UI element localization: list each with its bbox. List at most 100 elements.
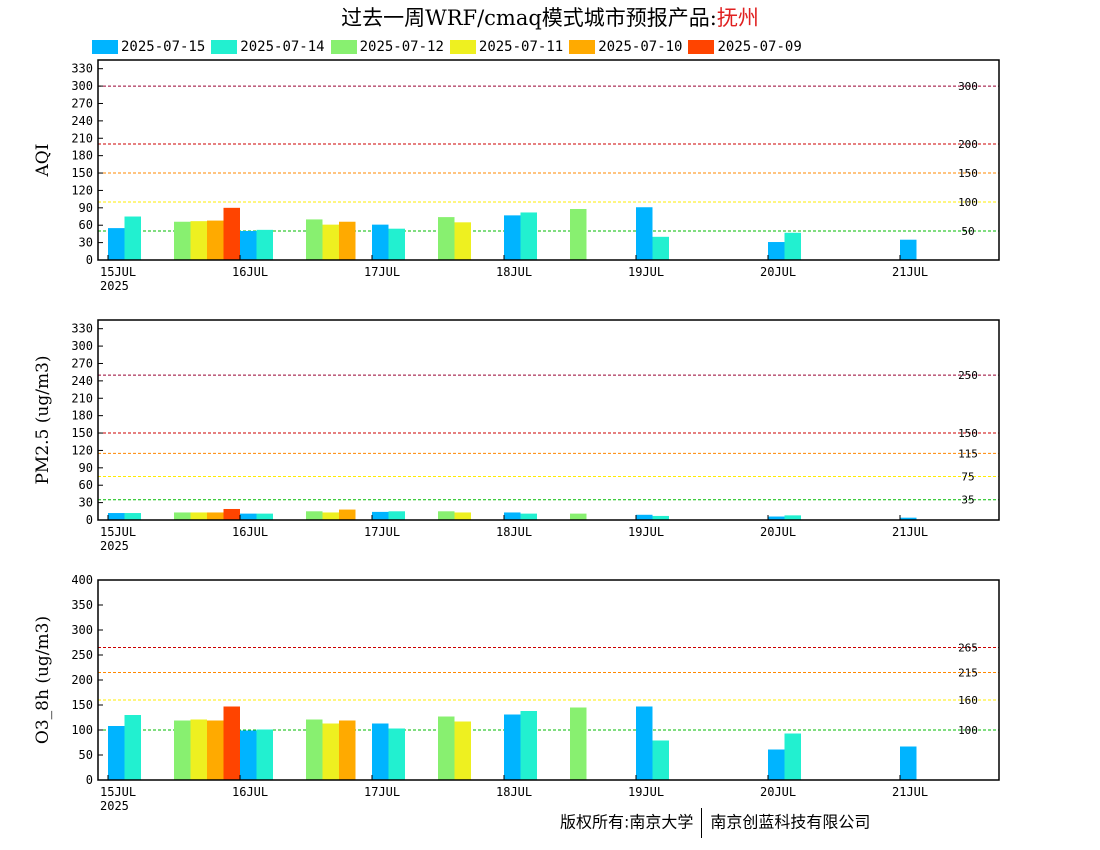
- threshold-label: 100: [958, 724, 978, 737]
- plot-frame: [97, 59, 1000, 261]
- threshold-label: 100: [958, 196, 978, 209]
- x-tick-label: 20JUL: [760, 265, 796, 279]
- bar-2025-07-15: [900, 239, 917, 260]
- bar-2025-07-15: [504, 714, 521, 780]
- bar-2025-07-09: [223, 207, 240, 260]
- threshold-label: 200: [958, 138, 978, 151]
- legend-item: 2025-07-12: [330, 39, 444, 55]
- x-tick-label: 19JUL: [628, 525, 664, 539]
- threshold-label: 115: [958, 447, 978, 460]
- legend-swatch: [330, 39, 357, 54]
- bar-2025-07-12: [438, 716, 455, 780]
- y-tick-label: 250: [71, 648, 93, 662]
- bar-2025-07-15: [240, 513, 257, 520]
- y-tick-label: 240: [71, 114, 93, 128]
- bar-2025-07-14: [520, 711, 537, 780]
- y-tick-label: 120: [71, 183, 93, 197]
- copyright-footer: 版权所有:南京大学 南京创蓝科技有限公司: [560, 808, 870, 838]
- footer-separator: [701, 808, 703, 838]
- bar-2025-07-12: [174, 720, 191, 780]
- bar-2025-07-12: [174, 512, 191, 520]
- y-tick-label: 0: [86, 513, 93, 527]
- legend: 2025-07-15 2025-07-14 2025-07-12 2025-07-11…: [92, 36, 808, 55]
- bar-2025-07-14: [388, 228, 405, 260]
- threshold-label: 265: [958, 642, 978, 655]
- bar-2025-07-14: [520, 513, 537, 520]
- bar-2025-07-10: [339, 720, 356, 780]
- y-axis-label: AQI: [33, 144, 53, 178]
- bar-2025-07-11: [322, 512, 339, 520]
- threshold-label: 160: [958, 694, 978, 707]
- y-tick-label: 0: [86, 773, 93, 787]
- bar-2025-07-14: [256, 513, 273, 520]
- legend-label: 2025-07-09: [717, 38, 802, 55]
- bar-2025-07-14: [256, 229, 273, 260]
- legend-item: 2025-07-14: [211, 39, 325, 55]
- legend-label: 2025-07-11: [478, 38, 564, 55]
- x-tick-label: 15JUL: [100, 785, 136, 799]
- y-tick-label: 0: [86, 253, 93, 267]
- y-tick-label: 400: [71, 573, 93, 587]
- title-city: 抚州: [716, 6, 759, 30]
- bar-2025-07-09: [223, 508, 240, 520]
- page-title: 过去一周WRF/cmaq模式城市预报产品:抚州: [0, 2, 1100, 32]
- bar-2025-07-10: [207, 220, 224, 260]
- threshold-label: 50: [961, 225, 974, 238]
- bar-2025-07-09: [223, 706, 240, 780]
- x-tick-label: 17JUL: [364, 785, 400, 799]
- x-tick-label: 16JUL: [232, 785, 268, 799]
- y-axis-label: PM2.5 (ug/m3): [33, 355, 53, 484]
- threshold-label: 215: [958, 667, 978, 680]
- y-tick-label: 60: [79, 478, 93, 492]
- x-year-label: 2025: [100, 279, 129, 293]
- x-tick-label: 18JUL: [496, 265, 532, 279]
- x-tick-label: 16JUL: [232, 525, 268, 539]
- bar-2025-07-15: [900, 746, 917, 780]
- threshold-label: 150: [958, 427, 978, 440]
- bar-2025-07-15: [108, 513, 125, 520]
- bar-2025-07-14: [124, 715, 141, 780]
- y-tick-label: 210: [71, 131, 93, 145]
- x-tick-label: 19JUL: [628, 265, 664, 279]
- x-year-label: 2025: [100, 799, 129, 813]
- y-tick-label: 240: [71, 374, 93, 388]
- y-tick-label: 150: [71, 698, 93, 712]
- y-tick-label: 30: [79, 236, 93, 250]
- x-tick-label: 20JUL: [760, 525, 796, 539]
- bar-2025-07-12: [570, 208, 587, 260]
- bar-2025-07-10: [207, 720, 224, 780]
- footer-right: 南京创蓝科技有限公司: [710, 812, 871, 832]
- bar-2025-07-14: [652, 740, 669, 780]
- y-tick-label: 150: [71, 426, 93, 440]
- y-tick-label: 180: [71, 149, 93, 163]
- legend-swatch: [449, 39, 476, 54]
- bar-2025-07-11: [190, 221, 207, 260]
- bar-2025-07-14: [652, 515, 669, 520]
- bar-2025-07-14: [784, 232, 801, 260]
- bar-2025-07-15: [240, 231, 257, 260]
- x-tick-label: 21JUL: [892, 525, 928, 539]
- bar-2025-07-15: [636, 706, 653, 780]
- bar-2025-07-15: [372, 224, 389, 260]
- bar-2025-07-11: [454, 222, 471, 260]
- legend-item: 2025-07-09: [688, 38, 802, 55]
- bar-2025-07-15: [372, 511, 389, 520]
- legend-item: 2025-07-15: [92, 39, 205, 55]
- y-tick-label: 180: [71, 409, 93, 423]
- bar-2025-07-14: [652, 236, 669, 260]
- bar-2025-07-11: [322, 224, 339, 260]
- y-tick-label: 330: [71, 322, 93, 336]
- bar-2025-07-15: [768, 749, 785, 780]
- x-tick-label: 20JUL: [760, 785, 796, 799]
- x-tick-label: 15JUL: [100, 525, 136, 539]
- x-tick-label: 21JUL: [892, 785, 928, 799]
- x-tick-label: 19JUL: [628, 785, 664, 799]
- bar-2025-07-10: [339, 509, 356, 520]
- y-tick-label: 330: [71, 62, 93, 76]
- x-tick-label: 18JUL: [496, 525, 532, 539]
- bar-2025-07-14: [520, 212, 537, 260]
- bar-2025-07-11: [454, 512, 471, 520]
- x-year-label: 2025: [100, 539, 129, 553]
- legend-item: 2025-07-11: [449, 38, 564, 55]
